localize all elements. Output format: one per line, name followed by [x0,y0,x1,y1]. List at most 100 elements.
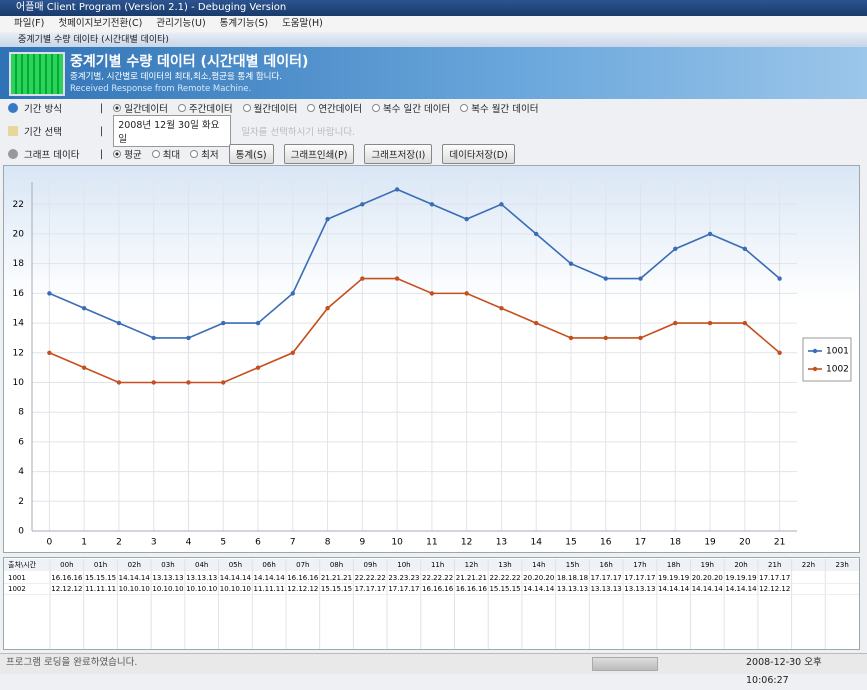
data-point [499,306,504,311]
radio [177,104,186,112]
header-status: Received Response from Remote Machine. [70,84,252,94]
date-picker[interactable]: 2008년 12월 30일 화요일 [113,115,232,147]
table-cell: 13.13.13 [152,574,183,582]
data-point [290,350,295,355]
data-point [707,231,713,237]
date-hint: 일자를 선택하시기 바랍니다. [241,127,356,138]
data-point [151,380,156,385]
data-point [464,291,469,296]
data-table: 출처\시간 00h 01h 02h 03h 04h 05h 06h 07h 08h 09h 10h 11… [4,559,859,649]
radio-label: 월간데이터 [253,104,298,115]
table-cell: 14.14.14 [725,585,757,593]
table-column-header: 07h [296,561,309,569]
data-point [742,320,748,326]
subwindow-title-bar: 중계기별 수량 데이타 (시간대별 데이타) [0,33,867,47]
table-cell: 14.14.14 [658,585,690,593]
x-tick-label: 18 [670,538,682,548]
series-line [49,277,781,384]
table-cell: 12.12.12 [287,585,318,593]
table-cell: 17.17.17 [355,585,386,593]
radio-option[interactable]: 연간데이터 [307,101,362,115]
table-cell: 16.16.16 [51,574,83,582]
table-cell: 15.15.15 [321,585,352,593]
radio-option[interactable]: 복수 월간 데이터 [460,101,538,115]
table-cell: 20.20.20 [692,574,723,582]
radio-option[interactable]: 평균 [113,147,142,161]
table-column-header: 20h [734,561,747,569]
table-cell: 16.16.16 [422,585,454,593]
data-point [325,216,330,222]
data-point [534,231,539,237]
data-point [221,380,226,385]
y-tick-label: 6 [18,437,24,447]
menu-item[interactable]: 통계기능(S) [219,18,269,29]
table-cell: 13.13.13 [186,574,217,582]
x-tick-label: 20 [739,538,751,548]
x-tick-label: 19 [704,538,716,548]
legend-label: 1002 [826,365,849,375]
table-cell: 14.14.14 [254,574,286,582]
button[interactable]: 데이타저장(D) [442,144,515,164]
legend-box [802,337,852,382]
radio-option[interactable]: 주간데이터 [177,101,233,115]
button[interactable]: 그래프인쇄(P) [283,144,355,164]
table-corner: 출처\시간 [8,560,37,569]
radio-label: 연간데이터 [318,104,363,115]
menu-item[interactable]: 관리기능(U) [156,18,206,29]
table-cell: 19.19.19 [658,574,689,582]
data-point [534,320,539,326]
table-cell: 15.15.15 [85,574,116,582]
radio [307,104,316,112]
button[interactable]: 통계(S) [228,144,274,164]
x-tick-label: 1 [81,538,87,548]
legend-swatch-dot [812,366,818,372]
radio-label: 복수 월간 데이터 [471,104,539,115]
radio-option[interactable]: 최대 [151,147,180,161]
x-tick-label: 7 [290,538,296,548]
data-point [47,350,52,355]
radio [372,104,381,112]
radio-option[interactable]: 복수 일간 데이터 [372,101,450,115]
x-tick-label: 4 [186,538,192,548]
table-cell: 13.13.13 [557,585,588,593]
radio-label: 최저 [201,150,219,161]
y-tick-label: 2 [18,497,24,507]
table-cell: 12.12.12 [51,585,82,593]
menu-item[interactable]: 파일(F) [14,18,45,29]
x-tick-label: 11 [426,538,437,548]
x-tick-label: 10 [391,538,403,548]
x-tick-label: 6 [255,538,261,548]
data-point [325,306,330,311]
table-cell: 16.16.16 [287,574,319,582]
table-column-header: 23h [835,561,848,569]
radio [190,150,199,158]
x-tick-label: 13 [496,538,507,548]
label: 그래프 데이타 [24,150,80,161]
table-cell: 10.10.10 [220,585,251,593]
table-column-header: 14h [532,561,545,569]
data-point [290,291,295,296]
x-tick-label: 0 [47,538,53,548]
radio-option[interactable]: 최저 [190,147,219,161]
status-datetime: 2008-12-30 오후 10:06:27 [746,657,822,686]
radio [460,104,469,112]
menu-item[interactable]: 첫페이지보기전환(C) [58,18,143,29]
button[interactable]: 그래프저장(I) [364,144,433,164]
menu-item[interactable]: 도움말(H) [282,18,323,29]
x-tick-label: 17 [635,538,646,548]
radio-option[interactable]: 일간데이터 [113,101,168,115]
table-column-header: 21h [768,561,781,569]
x-tick-label: 5 [220,538,226,548]
table-column-header: 18h [667,561,680,569]
data-point [464,216,469,222]
status-bar: 프로그램 로딩을 완료하였습니다. 2008-12-30 오후 10:06:27 [0,653,867,686]
header-title: 중계기별 수량 데이터 (시간대별 데이터) [70,54,309,70]
radio [242,104,251,112]
x-tick-label: 16 [600,538,612,548]
table-cell: 17.17.17 [624,574,655,582]
radio-option[interactable]: 월간데이터 [242,101,298,115]
radio-label: 복수 일간 데이터 [383,104,451,115]
table-cell: 10.10.10 [152,585,183,593]
table-cell: 19.19.19 [725,574,756,582]
